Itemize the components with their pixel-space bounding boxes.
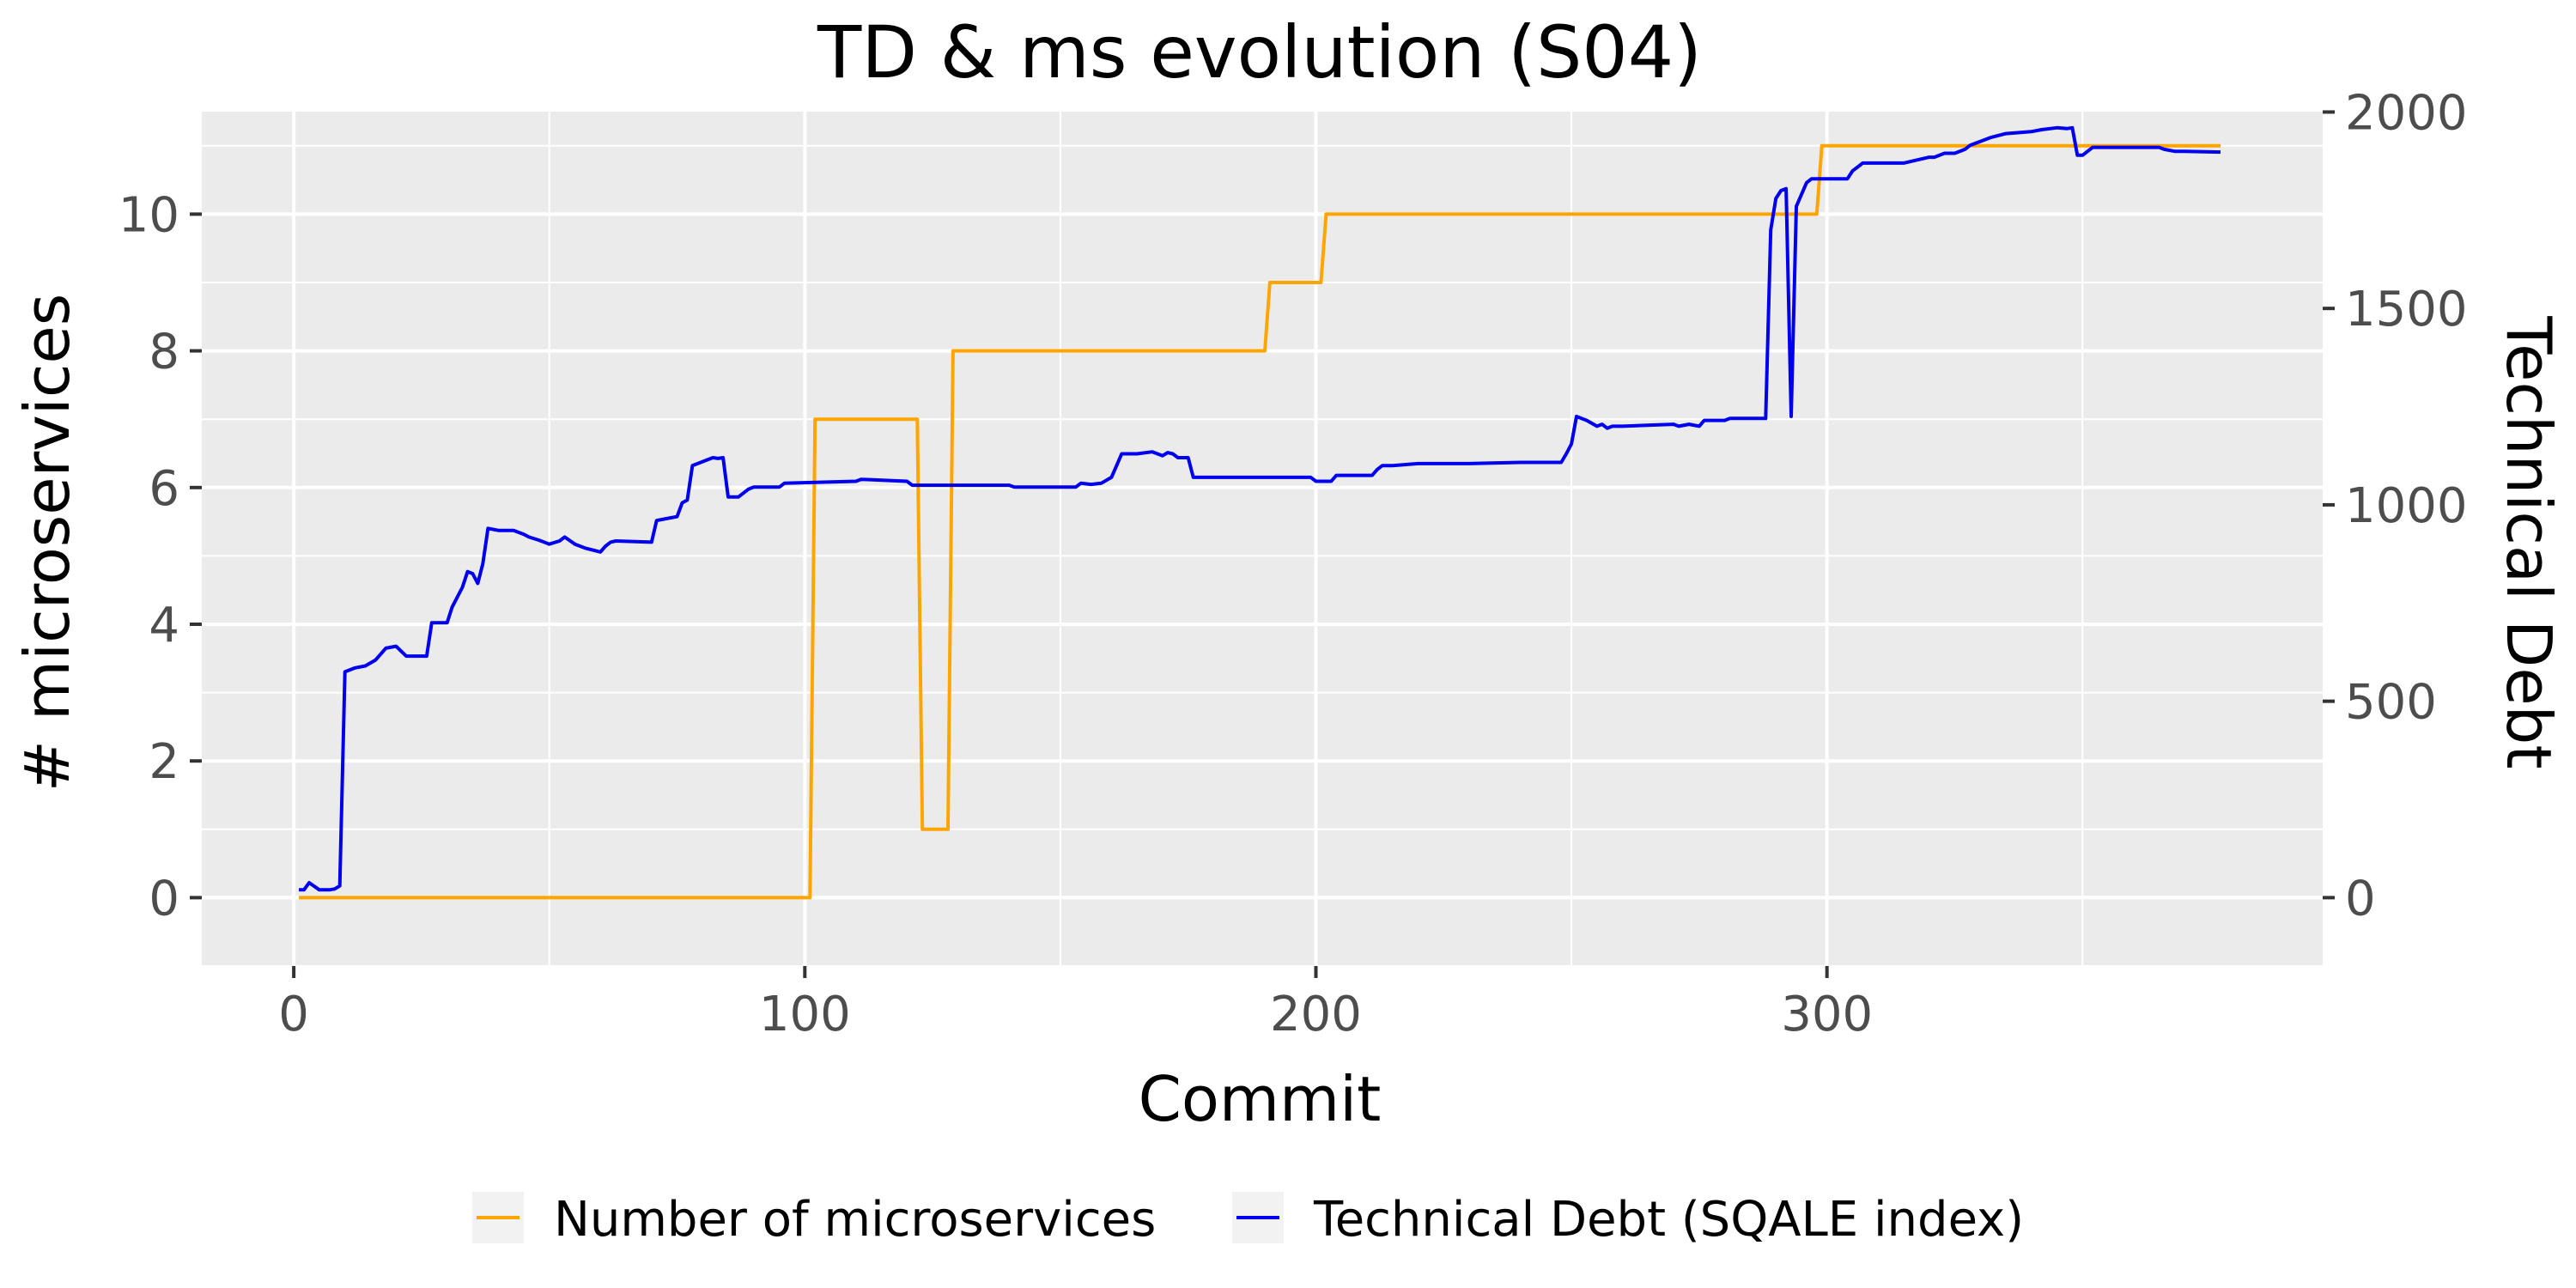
y-right-tick-label: 2000 — [2345, 85, 2468, 141]
y-right-tick-label: 1500 — [2345, 282, 2468, 337]
x-axis-title: Commit — [1139, 1063, 1382, 1135]
x-tick-label: 100 — [759, 987, 851, 1042]
series-layer — [299, 125, 2221, 900]
y-right-tick-label: 500 — [2345, 675, 2437, 731]
minor-gridlines — [202, 112, 2323, 967]
x-tick-label: 300 — [1781, 987, 1873, 1042]
x-tick-label: 0 — [278, 987, 309, 1042]
y-left-tick-label: 10 — [118, 187, 179, 243]
series-line-technical-debt — [299, 125, 2221, 892]
y-left-tick-label: 8 — [149, 325, 179, 380]
x-tick-label: 200 — [1270, 987, 1362, 1042]
series-line-microservices — [299, 143, 2221, 900]
plot-panel — [202, 112, 2323, 966]
y-left-tick-label: 0 — [149, 871, 179, 927]
y-axis-title-right: Technical Debt — [2493, 315, 2565, 769]
legend-label-technical-debt: Technical Debt (SQALE index) — [1313, 1192, 2024, 1248]
major-gridlines — [202, 112, 2323, 966]
y-left-tick-label: 4 — [149, 598, 179, 653]
y-axis-title-left: # microservices — [11, 294, 83, 792]
legend-label-microservices: Number of microservices — [554, 1192, 1156, 1248]
chart-title: TD & ms evolution (S04) — [817, 10, 1702, 94]
y-right-tick-label: 0 — [2345, 871, 2376, 927]
y-left-tick-label: 2 — [149, 734, 179, 790]
y-left-tick-label: 6 — [149, 461, 179, 517]
legend: Number of microservices Technical Debt (… — [472, 1192, 2024, 1248]
y-right-tick-label: 1000 — [2345, 478, 2468, 534]
